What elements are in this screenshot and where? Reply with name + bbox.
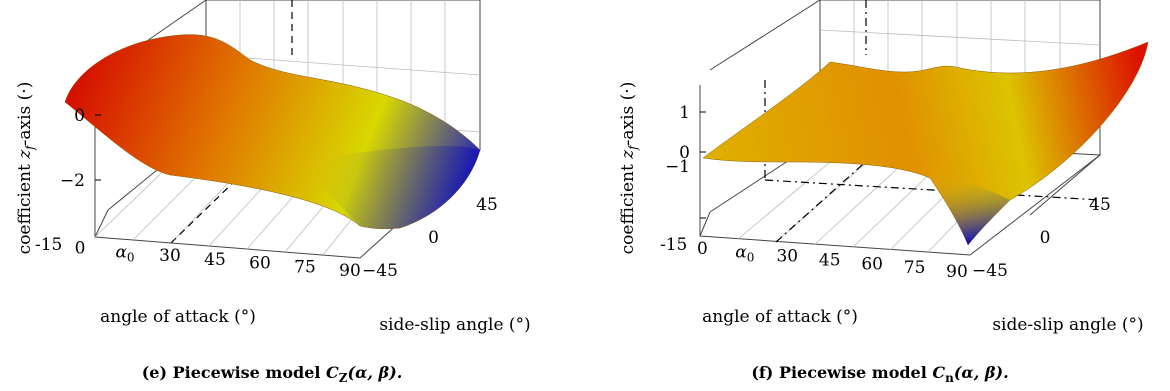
y-tick-label: 45 — [1089, 195, 1111, 215]
x-tick-label: 60 — [861, 254, 883, 274]
y-tick-label: −45 — [362, 261, 398, 281]
y-tick-label: −45 — [972, 261, 1008, 281]
surface-f-shade — [930, 177, 1010, 245]
x-tick-label: 30 — [776, 247, 798, 267]
z-tick-label: −1 — [665, 157, 690, 177]
zlabel-f: coefficient zf-axis (·) — [618, 82, 640, 255]
x-ticks-e: -15 0 α0 30 45 60 75 90 — [35, 235, 361, 281]
x-tick-label: 0 — [697, 239, 708, 259]
x-tick-label: 75 — [294, 257, 316, 277]
ylabel-e: side-slip angle (°) — [379, 315, 530, 335]
caption-f: (f) Piecewise model Cn(α, β). — [751, 363, 1008, 385]
y-ticks-e: −45 0 45 — [362, 195, 498, 281]
z-tick-label: 0 — [74, 106, 85, 126]
y-tick-label: 0 — [1040, 228, 1051, 248]
ylabel-f: side-slip angle (°) — [992, 315, 1143, 335]
y-tick-label: 0 — [428, 228, 439, 248]
x-tick-label: 90 — [339, 261, 361, 281]
z-tick-label: 0 — [679, 143, 690, 163]
z-ticks-f: 1 0−1 — [665, 103, 690, 177]
x-ticks-f: -15 0 α0 30 45 60 75 90 — [660, 235, 968, 282]
xlabel-e: angle of attack (°) — [100, 307, 256, 327]
x-tick-label: 75 — [904, 258, 926, 278]
xlabel-f: angle of attack (°) — [702, 307, 858, 327]
x-tick-label: 0 — [75, 239, 86, 259]
alpha0-marker-e — [170, 0, 293, 244]
x-tick-label: 45 — [819, 250, 841, 270]
y-ticks-f: −45 0 45 — [972, 195, 1111, 281]
z-axis-f — [700, 111, 706, 219]
surface-e-shade — [300, 145, 480, 229]
z-axis-e — [95, 114, 101, 181]
x-tick-label: α0 — [735, 243, 754, 265]
x-tick-label: -15 — [660, 235, 687, 255]
z-ticks-e: 0 −2 — [60, 106, 85, 191]
x-tick-label: 45 — [204, 250, 226, 270]
z-tick-label: −2 — [60, 171, 85, 191]
z-tick-label: 1 — [679, 103, 690, 123]
surface-f — [702, 41, 1149, 246]
x-tick-label: -15 — [35, 235, 62, 255]
y-tick-label: 45 — [476, 195, 498, 215]
x-tick-label: 60 — [249, 254, 271, 274]
x-tick-label: α0 — [115, 242, 134, 264]
caption-e: (e) Piecewise model CZ(α, β). — [142, 363, 403, 385]
chart-panel-e: -15 0 α0 30 45 60 75 90 −45 0 45 0 −2 angle of att… — [15, 0, 531, 385]
zlabel-e: coefficient zf-axis (·) — [15, 82, 37, 255]
x-tick-label: 90 — [946, 262, 968, 282]
x-tick-label: 30 — [159, 246, 181, 266]
